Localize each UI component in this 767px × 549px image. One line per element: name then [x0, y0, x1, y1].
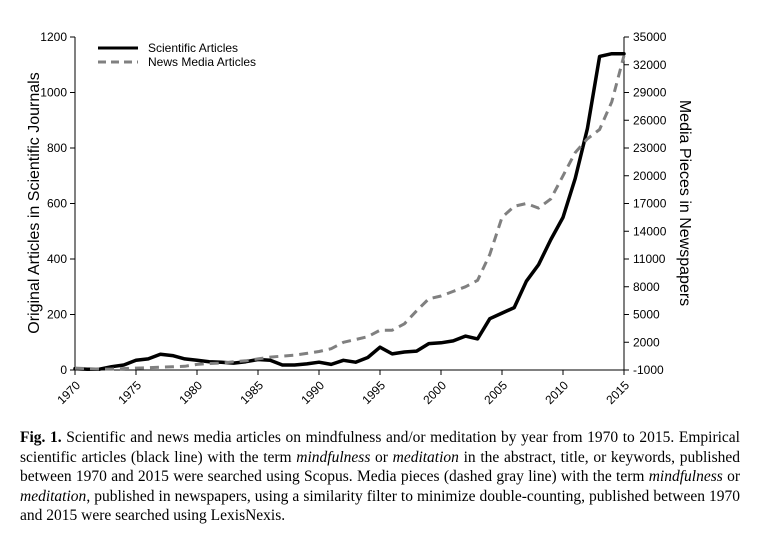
y2-tick-label: 20000 [633, 169, 667, 183]
x-tick-label: 1980 [176, 378, 205, 407]
y-axis-label: Original Articles in Scientific Journals [26, 72, 43, 333]
caption-label: Fig. 1. [20, 429, 62, 446]
y2-tick-label: 35000 [633, 30, 667, 44]
x-tick-label: 2010 [542, 378, 571, 407]
legend-label-scientific: Scientific Articles [148, 41, 238, 55]
y2-tick-label: 26000 [633, 113, 667, 127]
caption-text-5: , published in newspapers, using a simil… [20, 487, 740, 525]
chart: 0 200 400 600 800 1000 1200 -1000 2000 5000 8000 11… [26, 30, 693, 407]
caption-term-3: mindfulness [648, 468, 723, 485]
y2-tick-label: -1000 [633, 363, 664, 377]
legend-label-news: News Media Articles [148, 55, 256, 69]
tick-label-layer: 0 200 400 600 800 1000 1200 -1000 2000 5000 8000 11… [40, 30, 666, 407]
series-line-news-media-articles [74, 55, 626, 371]
y2-tick-label: 32000 [633, 58, 667, 72]
y2-tick-label: 29000 [633, 86, 667, 100]
y-tick-label: 1200 [40, 30, 67, 44]
x-tick-label: 1970 [54, 378, 83, 407]
x-tick-label: 1975 [115, 378, 144, 407]
caption-text-4: or [722, 468, 740, 485]
x-tick-label: 1995 [359, 378, 388, 407]
x-tick-label: 1990 [298, 378, 327, 407]
series-layer [73, 51, 626, 371]
y-tick-label: 200 [47, 308, 67, 322]
y2-tick-label: 23000 [633, 141, 667, 155]
axes-layer [70, 36, 629, 375]
caption-term-2: meditation [392, 448, 459, 466]
y-tick-label: 600 [47, 197, 67, 211]
caption-text-3: in the abstract, title, or keywords, pub… [20, 448, 741, 486]
legend: Scientific Articles News Media Articles [98, 41, 256, 69]
y2-tick-label: 11000 [633, 252, 666, 266]
caption-term-4: meditation [20, 487, 87, 505]
caption-text-2: or [370, 448, 393, 466]
x-tick-label: 2000 [420, 378, 449, 407]
x-tick-label: 1985 [237, 378, 266, 407]
y2-tick-label: 5000 [633, 308, 660, 322]
y2-tick-label: 17000 [633, 197, 667, 211]
x-tick-label: 2005 [481, 378, 510, 407]
y2-axis-label: Media Pieces in Newspapers [676, 100, 693, 306]
figure-caption: Fig. 1. Scientific and news media articl… [20, 428, 740, 526]
caption-term-1: mindfulness [296, 448, 371, 466]
y2-tick-label: 2000 [633, 335, 660, 349]
y-tick-label: 800 [47, 141, 67, 155]
y2-tick-label: 8000 [633, 280, 660, 294]
series-line-scientific-articles [73, 51, 626, 371]
y-tick-label: 400 [47, 252, 67, 266]
y-tick-label: 0 [60, 363, 67, 377]
y-tick-label: 1000 [40, 86, 67, 100]
x-tick-label: 2015 [603, 378, 632, 407]
caption-text-1: Scientific and news media articles on mi… [20, 429, 740, 466]
y2-tick-label: 14000 [633, 224, 667, 238]
